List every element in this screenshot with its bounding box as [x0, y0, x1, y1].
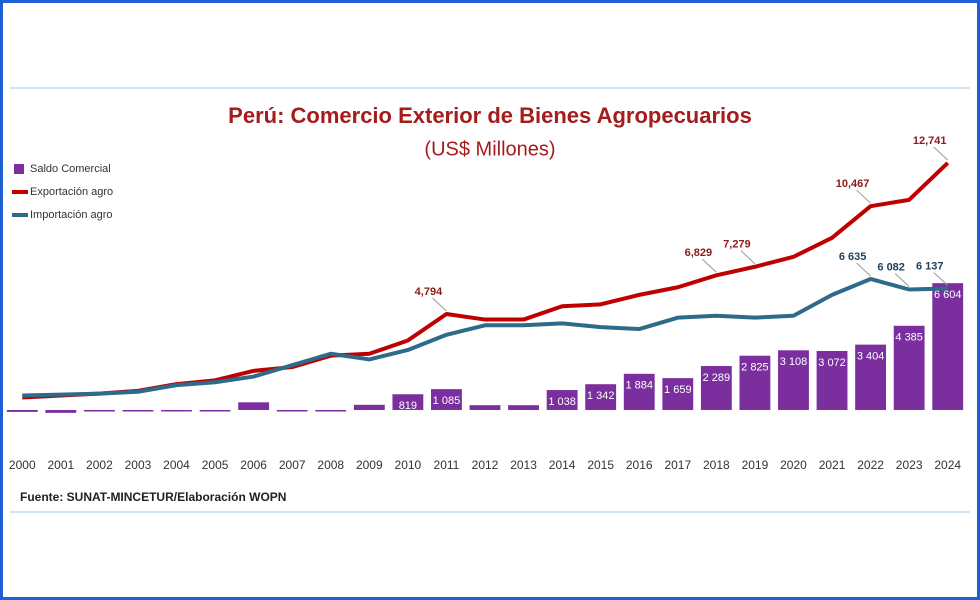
data-label: 6 137 [916, 260, 944, 272]
data-label: 6 635 [839, 251, 867, 263]
bar [276, 409, 308, 412]
bar [700, 366, 732, 410]
data-label: 3 404 [857, 351, 885, 363]
bar [392, 394, 424, 410]
data-label: 2 825 [741, 362, 769, 374]
leader-line [432, 297, 447, 312]
chart-title: Perú: Comercio Exterior de Bienes Agrope… [228, 103, 752, 128]
x-tick-label: 2005 [202, 458, 229, 472]
bar [623, 373, 655, 410]
x-tick-label: 2008 [317, 458, 344, 472]
bar [431, 389, 462, 410]
x-tick-label: 2007 [279, 458, 306, 472]
bar [353, 404, 385, 410]
data-label: 1 342 [587, 390, 615, 402]
legend-label: Saldo Comercial [30, 163, 111, 175]
legend-label: Importación agro [30, 209, 113, 221]
x-tick-label: 2009 [356, 458, 383, 472]
x-tick-label: 2015 [587, 458, 614, 472]
source: Fuente: SUNAT-MINCETUR/Elaboración WOPN [20, 490, 286, 504]
data-label: 1 659 [664, 384, 692, 396]
bar [855, 344, 887, 410]
bar [508, 405, 539, 410]
leader-line [740, 250, 756, 265]
x-tick-label: 2019 [742, 458, 769, 472]
data-label: 2 289 [703, 372, 731, 384]
bar [161, 409, 192, 412]
x-tick-label: 2006 [240, 458, 267, 472]
bar [816, 350, 848, 410]
data-label: 6 604 [934, 289, 962, 301]
legend-label: Exportación agro [30, 186, 113, 198]
x-tick-label: 2013 [510, 458, 537, 472]
bar [122, 409, 154, 412]
x-tick-label: 2012 [472, 458, 499, 472]
bar [893, 325, 925, 410]
bar [662, 378, 694, 410]
x-tick-label: 2001 [47, 458, 74, 472]
bar [778, 350, 809, 410]
x-tick-label: 2016 [626, 458, 653, 472]
data-label: 1 085 [433, 395, 461, 407]
x-tick-label: 2018 [703, 458, 730, 472]
bar [45, 409, 77, 413]
bar [469, 405, 501, 410]
x-tick-label: 2004 [163, 458, 190, 472]
data-label: 4 385 [895, 332, 923, 344]
data-label: 819 [399, 400, 417, 412]
chart-subtitle: (US$ Millones) [424, 138, 555, 160]
leader-line [933, 272, 949, 286]
data-label: 10,467 [836, 178, 870, 190]
x-tick-label: 2021 [819, 458, 846, 472]
x-tick-label: 2014 [549, 458, 576, 472]
bar [238, 402, 270, 410]
leader-line [933, 146, 949, 161]
data-label: 6 082 [877, 261, 905, 273]
bar [546, 390, 578, 410]
data-label: 12,741 [913, 135, 947, 147]
x-tick-label: 2000 [9, 458, 36, 472]
leader-line [856, 262, 871, 277]
data-label: 4,794 [415, 286, 443, 298]
bar [83, 409, 115, 412]
data-label: 3 108 [780, 356, 808, 368]
x-tick-label: 2023 [896, 458, 923, 472]
bar [585, 384, 617, 410]
bar [315, 409, 347, 412]
data-label: 1 884 [625, 380, 653, 392]
bar [6, 409, 38, 412]
leader-line [856, 189, 871, 204]
leader-line [702, 258, 717, 273]
data-label: 1 038 [548, 396, 576, 408]
legend-swatch [14, 164, 24, 174]
line [22, 276, 948, 398]
bar [932, 283, 964, 410]
x-tick-label: 2011 [434, 458, 460, 472]
x-tick-label: 2002 [86, 458, 113, 472]
x-tick-label: 2010 [395, 458, 422, 472]
x-tick-label: 2017 [664, 458, 691, 472]
x-tick-label: 2024 [934, 458, 961, 472]
leader-line [894, 273, 910, 287]
data-label: 3 072 [818, 357, 846, 369]
x-tick-label: 2003 [125, 458, 152, 472]
x-tick-label: 2020 [780, 458, 807, 472]
bar [739, 355, 771, 410]
bar [199, 409, 231, 412]
data-label: 7,279 [723, 239, 751, 251]
x-tick-label: 2022 [857, 458, 884, 472]
data-label: 6,829 [685, 247, 713, 259]
